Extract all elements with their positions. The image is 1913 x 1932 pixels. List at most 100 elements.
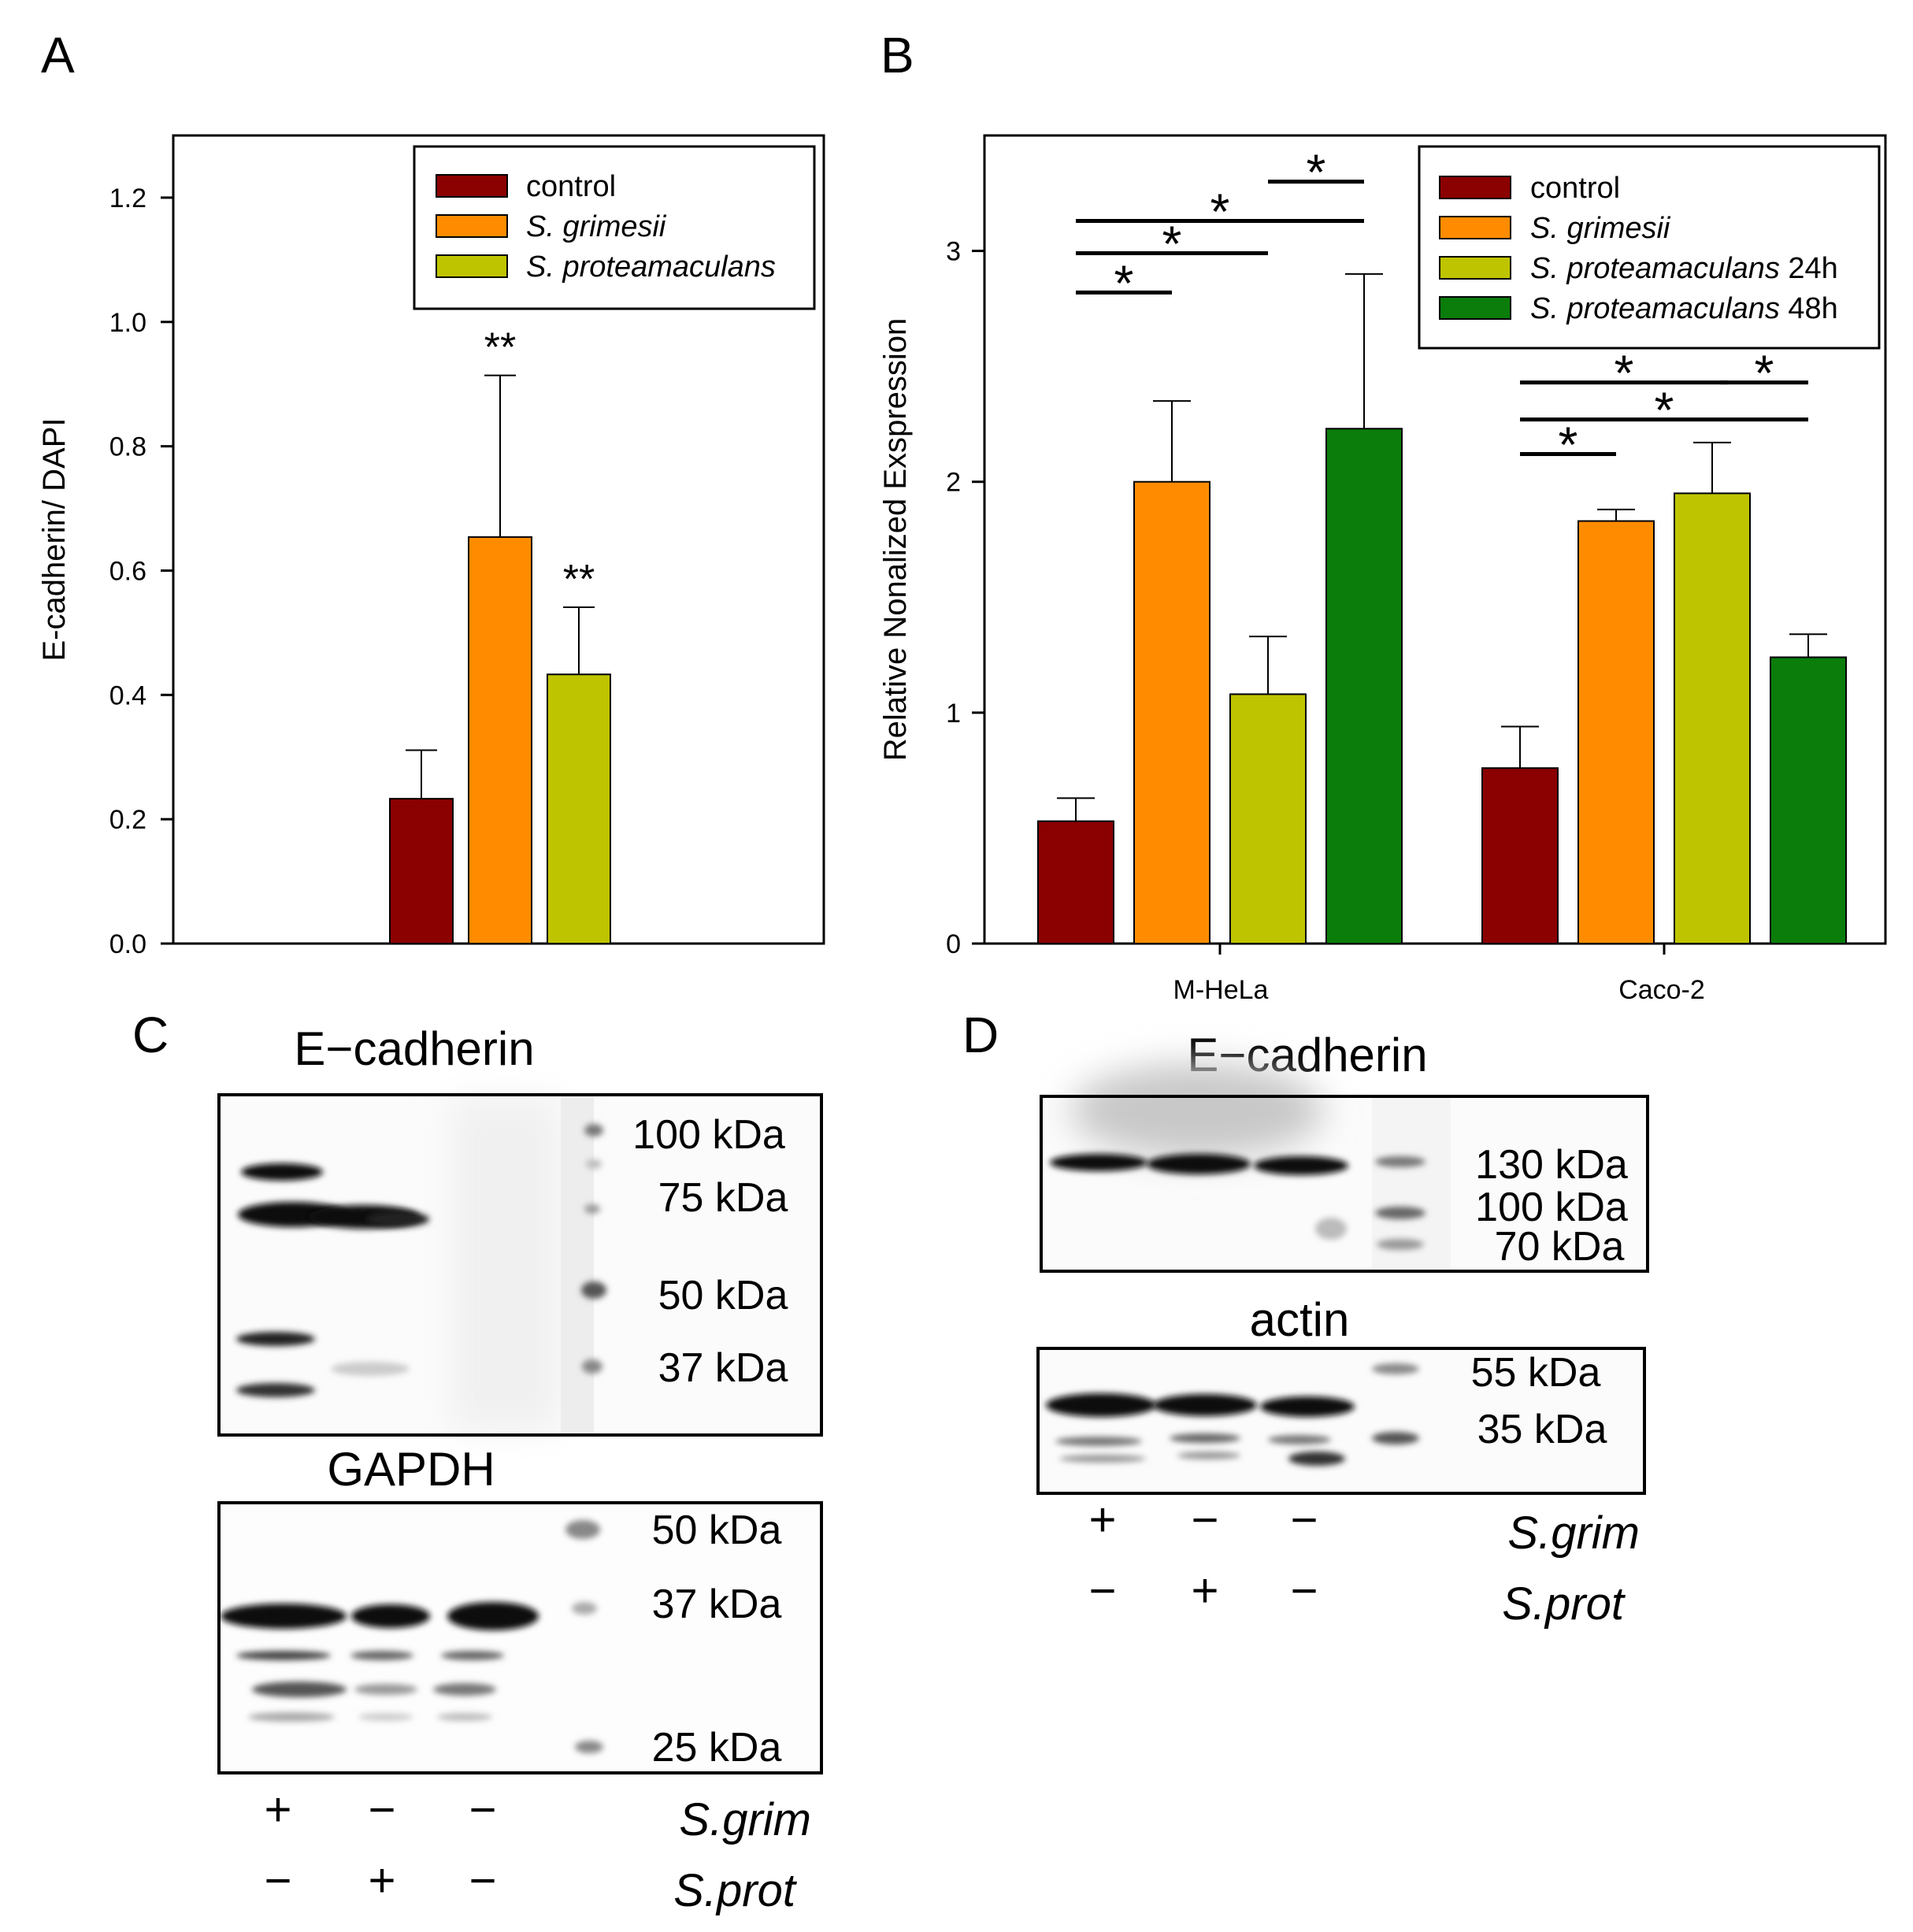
chart-b-legend-label-s-proteamaculans-24h: S. proteamaculans 24h <box>1530 252 1838 285</box>
chart-a-bar <box>547 673 611 944</box>
blot-d-sign: − <box>1191 1493 1218 1546</box>
chart-b-legend-swatch-control <box>1439 176 1511 199</box>
blot-d-bottom-marker: 55 kDa <box>1471 1350 1601 1396</box>
blot-c-sign: − <box>264 1854 291 1907</box>
chart-a-legend: control S. grimesii S. proteamaculans <box>413 145 816 310</box>
blot-c-bottom-image <box>219 1503 821 1773</box>
blot-c-bottom-marker: 50 kDa <box>652 1507 782 1553</box>
chart-a-y-tick-label: 1.0 <box>109 308 146 338</box>
chart-b-legend-swatch-s-proteamaculans-24h <box>1439 256 1511 280</box>
chart-a-y-tick-label: 0.6 <box>109 556 146 586</box>
chart-b-significance-label: * <box>1655 382 1674 439</box>
chart-a-legend-swatch-control <box>436 174 508 198</box>
chart-a-bars: ** ** <box>389 325 611 945</box>
chart-b-y-axis-label: Relative Nonalized Exspression <box>878 318 913 762</box>
blot-d-bottom-image <box>1038 1348 1644 1493</box>
chart-a-legend-swatch-s-proteamaculans <box>436 254 508 278</box>
blot-d-bottom-frame <box>1036 1347 1646 1495</box>
chart-a-y-tick-label: 0.2 <box>109 805 146 835</box>
blot-c-top-image <box>219 1095 821 1435</box>
blot-c-condition-label: S.prot <box>673 1865 798 1916</box>
chart-b-bar <box>1229 693 1307 944</box>
chart-b-plot-area <box>983 134 1887 945</box>
chart-b-legend-label-s-proteamaculans-48h: S. proteamaculans 48h <box>1530 292 1838 325</box>
chart-b-bars <box>1037 273 1847 944</box>
chart-b-y-tick-label: 2 <box>946 468 961 498</box>
chart-b-y-tick-label: 3 <box>946 237 961 267</box>
blot-d-top-marker: 100 kDa <box>1475 1185 1628 1230</box>
chart-b-bar <box>1674 492 1751 944</box>
blot-c-sign: + <box>264 1783 291 1836</box>
chart-a-legend-swatch-s-grimesii <box>436 214 508 238</box>
blot-d-top-marker: 130 kDa <box>1475 1142 1628 1188</box>
chart-a-y-tick-label: 0.4 <box>109 680 146 710</box>
chart-a-y-axis: 0.0 0.2 0.4 0.6 0.8 1.0 1.2 <box>109 184 173 959</box>
chart-a-y-tick-label: 0.0 <box>109 929 146 959</box>
panel-label-c: C <box>132 1007 169 1063</box>
chart-b-legend-label-s-grimesii: S. grimesii <box>1530 212 1671 245</box>
chart-b-bar <box>1577 520 1655 944</box>
blot-c-bottom-marker: 37 kDa <box>652 1582 782 1627</box>
blot-c-bottom-title: GAPDH <box>327 1443 495 1496</box>
chart-b-category-label-caco-2: Caco-2 <box>1618 975 1705 1005</box>
blot-d-bottom-title: actin <box>1250 1293 1350 1346</box>
blot-d-sign: − <box>1290 1493 1318 1546</box>
blot-c-sign: − <box>469 1783 496 1836</box>
chart-a-bar <box>389 798 454 945</box>
chart-b-bar <box>1770 656 1847 944</box>
chart-b-y-axis: 0 1 2 3 <box>946 237 1666 959</box>
chart-a-y-tick-label: 0.8 <box>109 432 146 462</box>
blot-c-top-marker: 50 kDa <box>658 1273 788 1318</box>
blot-c-sign: − <box>368 1783 395 1836</box>
chart-b-legend-swatch-s-grimesii <box>1439 216 1511 239</box>
chart-a-legend-label-s-grimesii: S. grimesii <box>526 210 667 243</box>
blot-c-sign: − <box>469 1854 496 1907</box>
chart-b-significance-label: * <box>1755 345 1774 402</box>
chart-a-legend-label-control: control <box>526 170 616 203</box>
blot-d-sign: − <box>1290 1564 1318 1617</box>
blot-d-condition-label: S.prot <box>1502 1578 1626 1630</box>
chart-b-significance: * * * * * * * * <box>1076 144 1808 473</box>
chart-a-significance-label: ** <box>484 325 516 371</box>
blot-d-sign: − <box>1088 1564 1116 1617</box>
chart-b-bar <box>1325 428 1403 944</box>
chart-b-legend-label-control: control <box>1530 172 1620 205</box>
panel-label-d: D <box>962 1007 999 1063</box>
blot-d-sign: + <box>1088 1493 1116 1546</box>
blot-c-top-title: E−cadherin <box>294 1022 534 1075</box>
chart-a-legend-label-s-proteamaculans: S. proteamaculans <box>526 250 776 284</box>
blot-c-bottom-marker: 25 kDa <box>652 1725 782 1771</box>
blot-d-condition-label: S.grim <box>1507 1507 1640 1559</box>
chart-b-significance-label: * <box>1162 216 1182 273</box>
chart-b-legend-swatch-s-proteamaculans-48h <box>1439 296 1511 320</box>
blot-c-bottom-frame <box>217 1501 823 1774</box>
blot-d-top-frame <box>1040 1095 1649 1273</box>
chart-b-legend: control S. grimesii S. proteamaculans 24… <box>1418 145 1881 350</box>
chart-b-bar <box>1133 480 1210 944</box>
panel-label-a: A <box>41 27 75 83</box>
chart-a-y-tick-label: 1.2 <box>109 184 146 213</box>
blot-c-top-frame <box>217 1093 823 1437</box>
chart-a-bar <box>468 536 532 944</box>
chart-b-bar <box>1481 767 1559 944</box>
chart-b-y-tick-label: 0 <box>946 929 961 959</box>
chart-b-significance-label: * <box>1210 183 1230 239</box>
chart-a-significance-label: ** <box>563 557 595 603</box>
panel-label-b: B <box>880 27 914 83</box>
panel-c-western-blot: E−cadherin 100 kDa 75 kDa 50 kDa 37 kDa … <box>217 1022 823 1916</box>
panel-d-western-blot: E−cadherin 130 kDa 100 kDa 70 kDa actin <box>1036 1029 1649 1630</box>
chart-b-significance-label: * <box>1615 345 1634 402</box>
blot-d-sign: + <box>1191 1564 1218 1617</box>
chart-b-bar <box>1037 820 1114 944</box>
chart-b-significance-label: * <box>1559 417 1578 473</box>
blot-c-sign: + <box>368 1854 395 1907</box>
chart-b-significance-label: * <box>1307 144 1326 201</box>
blot-d-top-marker: 70 kDa <box>1495 1224 1625 1270</box>
chart-b-significance-label: * <box>1114 254 1134 311</box>
blot-c-top-marker: 100 kDa <box>632 1112 785 1158</box>
chart-b-category-label-m-hela: M-HeLa <box>1173 975 1269 1005</box>
blot-c-top-marker: 37 kDa <box>658 1345 788 1391</box>
blot-c-condition-label: S.grim <box>679 1794 811 1845</box>
